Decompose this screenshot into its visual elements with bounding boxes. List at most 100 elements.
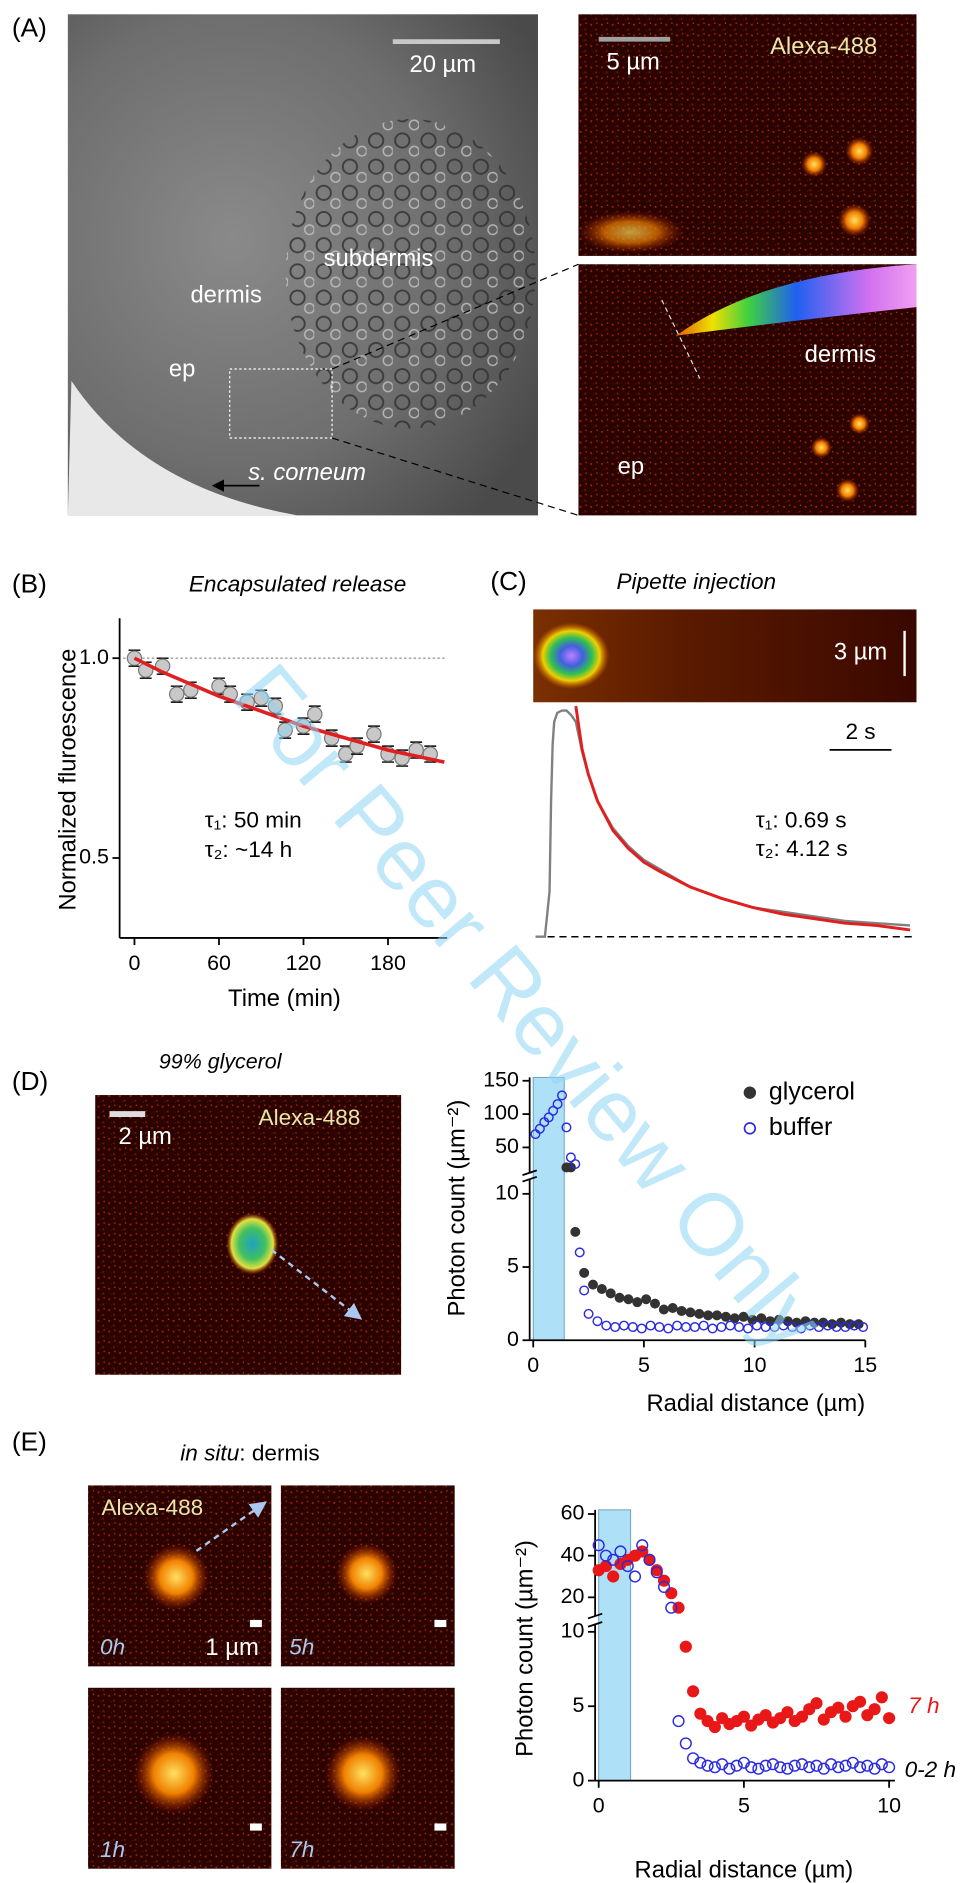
x-tick-label: 180 [370, 951, 406, 975]
data-point [676, 1305, 687, 1316]
annotation: τ₁: 0.69 s [756, 807, 847, 832]
data-point [588, 1279, 599, 1290]
data-point [810, 1697, 823, 1710]
data-point [672, 1715, 685, 1728]
region-label: s. corneum [248, 459, 366, 486]
data-point [716, 1322, 727, 1333]
data-point [570, 1159, 581, 1170]
data-point [618, 1320, 629, 1331]
data-point [126, 650, 143, 666]
region-label: dermis [805, 341, 877, 368]
y-tick-label: 60 [561, 1501, 585, 1525]
data-point [599, 1560, 613, 1573]
data-point [708, 1761, 721, 1774]
data-point [701, 1759, 714, 1772]
data-point [832, 1761, 845, 1774]
data-point [723, 1762, 736, 1775]
data-point [752, 1762, 765, 1775]
data-point [703, 1310, 714, 1321]
data-point [839, 1759, 852, 1772]
data-point [737, 1710, 750, 1723]
data-point [570, 1226, 581, 1237]
data-point [689, 1322, 700, 1333]
image-title: in situ: dermis [180, 1440, 319, 1465]
data-point [267, 698, 284, 714]
scale-label: 2 µm [119, 1123, 172, 1150]
data-point [745, 1761, 758, 1774]
data-point [307, 706, 323, 722]
x-tick-label: 5 [638, 1353, 650, 1377]
x-tick-label: 0 [593, 1793, 605, 1817]
data-point [592, 1316, 603, 1327]
data-point [839, 1710, 852, 1723]
vesicle [810, 436, 832, 459]
dye-label: Alexa-488 [770, 33, 877, 60]
data-point [663, 1323, 674, 1334]
y-tick-label: 150 [483, 1067, 519, 1091]
data-point [579, 1285, 590, 1296]
y-tick-label: 10 [561, 1618, 585, 1642]
x-tick-label: 10 [743, 1353, 767, 1377]
data-point [759, 1759, 772, 1772]
data-point [667, 1303, 678, 1314]
injection-spot [533, 622, 610, 690]
y-tick-label: 20 [561, 1584, 585, 1608]
data-point [583, 1308, 594, 1319]
profile-arrow [270, 1248, 363, 1320]
data-point [694, 1308, 705, 1319]
legend-marker [743, 1086, 757, 1099]
data-point [868, 1703, 881, 1716]
data-point [858, 1322, 869, 1333]
y-tick-label: 40 [561, 1542, 585, 1566]
panel-label: (A) [12, 13, 47, 43]
x-axis-title: Radial distance (µm) [646, 1390, 865, 1417]
data-point [759, 1709, 772, 1722]
y-tick-label: 0 [507, 1327, 519, 1351]
vesicle [335, 1542, 398, 1605]
y-tick-label: 5 [507, 1254, 519, 1278]
scale-bar [249, 1619, 262, 1628]
data-point [832, 1701, 845, 1714]
data-point [853, 1761, 867, 1774]
annotation: τ₂: 4.12 s [756, 836, 848, 861]
annotation: τ₁: 50 min [205, 807, 302, 832]
axis-break [522, 1175, 538, 1183]
data-point [636, 1539, 649, 1552]
x-tick-label: 120 [286, 951, 322, 975]
trace [574, 705, 911, 932]
data-point [795, 1758, 809, 1771]
charts: (B) Encapsulated release 0 60 120 180 0.5 1.0 Ti… [12, 566, 956, 1883]
data-point [774, 1761, 787, 1774]
data-point [658, 1304, 669, 1315]
data-point [803, 1761, 816, 1774]
y-tick-label: 0 [573, 1767, 585, 1791]
y-tick-label: 0.5 [79, 845, 109, 869]
data-point [621, 1560, 634, 1573]
data-point [565, 1152, 576, 1163]
vesicle [324, 1735, 402, 1812]
data-point [685, 1307, 696, 1318]
zoom-line [331, 263, 579, 370]
chart-title: Pipette injection [616, 569, 776, 594]
pipette-line [661, 299, 701, 379]
panel-label: (E) [12, 1427, 47, 1457]
x-tick-label: 10 [877, 1793, 901, 1817]
legend-label: buffer [769, 1113, 832, 1141]
profile-arrow [195, 1501, 267, 1552]
y-axis-title: Normalized fluroescence [54, 649, 81, 911]
x-tick-label: 60 [207, 951, 231, 975]
y-tick-label: 10 [495, 1180, 519, 1204]
stratum-corneum [67, 380, 298, 516]
data-point [614, 1545, 627, 1558]
time-label: 5h [289, 1634, 314, 1659]
y-axis-title: Photon count (µm⁻²) [511, 1540, 538, 1757]
data-point [738, 1311, 749, 1322]
data-point [654, 1322, 665, 1333]
data-point [168, 686, 185, 702]
data-point [730, 1759, 743, 1772]
data-point [824, 1758, 838, 1771]
data-point [627, 1322, 638, 1333]
y-axis-title: Photon count (µm⁻²) [444, 1100, 471, 1317]
axis-break [587, 1612, 603, 1620]
data-point [366, 726, 382, 742]
